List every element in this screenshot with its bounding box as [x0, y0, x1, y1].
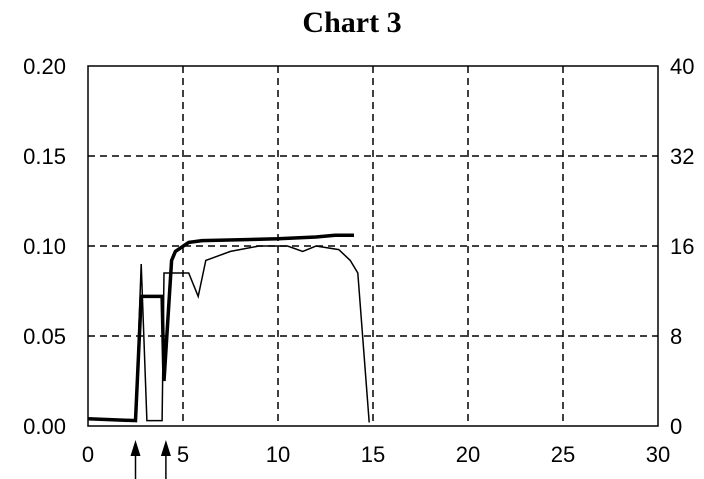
y-right-tick-label: 8: [670, 324, 682, 349]
y-right-tick-label: 0: [670, 414, 682, 439]
x-tick-label: 15: [361, 442, 385, 467]
y-right-tick-label: 40: [670, 54, 694, 79]
x-tick-label: 10: [266, 442, 290, 467]
x-axis-ticks: 0 5 10 15 20 25 30: [82, 442, 670, 467]
y-left-tick-label: 0.20: [23, 54, 66, 79]
y-left-tick-label: 0.00: [23, 414, 66, 439]
y-right-tick-label: 16: [670, 234, 694, 259]
series-line-1: [87, 233, 354, 423]
plot-frame: [87, 65, 659, 427]
arrow-head: [130, 440, 141, 456]
x-tick-label: 20: [456, 442, 480, 467]
annotation-arrows: [130, 440, 171, 479]
x-tick-label: 30: [646, 442, 670, 467]
y-left-axis-ticks: 0.00 0.05 0.10 0.15 0.20: [23, 54, 66, 439]
chart-title: Chart 3: [302, 6, 402, 39]
y-left-tick-label: 0.15: [23, 144, 66, 169]
x-tick-label: 5: [177, 442, 189, 467]
series-layer: [87, 233, 370, 423]
arrow-head: [160, 440, 171, 456]
x-tick-label: 0: [82, 442, 94, 467]
y-right-tick-label: 32: [670, 144, 694, 169]
series-line-2: [134, 245, 370, 423]
x-tick-label: 25: [551, 442, 575, 467]
y-left-tick-label: 0.10: [23, 234, 66, 259]
grid-lines: [88, 66, 658, 426]
y-right-axis-ticks: 0 8 16 32 40: [670, 54, 694, 439]
y-left-tick-label: 0.05: [23, 324, 66, 349]
